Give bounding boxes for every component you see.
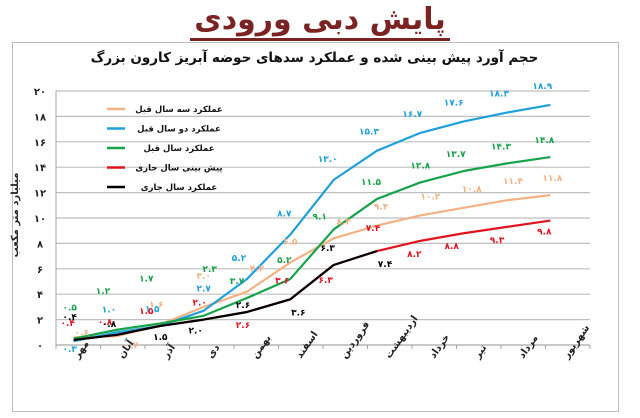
data-label: ۵.۲ (232, 254, 247, 264)
y-tick-label: ۱۲ (34, 189, 46, 200)
data-label: ۷.۴ (366, 224, 381, 234)
data-label: ۲.۰ (192, 299, 206, 309)
x-tick-label: بهمن (250, 333, 274, 361)
data-label: ۱۱.۸ (542, 174, 562, 184)
data-label: ۹.۳ (490, 236, 505, 246)
x-tick-label: آذر (158, 341, 178, 361)
data-label: ۱.۲ (96, 287, 111, 297)
data-label: ۰.۸ (98, 318, 113, 328)
data-label: ۰.۷ (124, 341, 139, 351)
legend-label: عملکرد سال قبل (143, 144, 214, 154)
data-label: ۰.۵ (62, 304, 77, 314)
legend-label: عملکرد سه سال قبل (135, 105, 223, 115)
data-label: ۰.۴ (60, 319, 75, 329)
x-tick-label: خرداد (428, 332, 453, 361)
data-label: ۸.۴ (336, 217, 351, 227)
data-label: ۱۷.۶ (444, 98, 464, 108)
y-tick-label: ۸ (37, 239, 43, 250)
y-axis-title: میلیارد متر مکعب (10, 173, 21, 258)
x-tick-label: اردیبهشت (383, 314, 420, 361)
data-label: ۱۳.۰ (318, 155, 338, 165)
data-label: ۳.۰ (196, 272, 210, 282)
chart-frame (12, 42, 619, 412)
data-label: ۵.۲ (277, 256, 292, 266)
data-label: ۱۱.۵ (361, 178, 381, 188)
page-title-text: پایش دبی ورودی (190, 3, 450, 41)
y-tick-label: ۲۰ (34, 87, 46, 98)
data-label: ۱۴.۳ (491, 142, 511, 152)
data-label: ۱.۵ (153, 333, 168, 343)
data-label: ۸.۷ (277, 210, 292, 220)
data-label: ۳.۶ (275, 276, 289, 286)
y-tick-label: ۴ (37, 290, 43, 301)
series-line (73, 249, 378, 342)
data-label: ۲.۶ (236, 301, 250, 311)
y-tick-label: ۱۶ (34, 138, 46, 149)
data-label: ۳.۷ (230, 277, 245, 287)
data-label: ۱.۶ (149, 301, 163, 311)
y-tick-label: ۰ (37, 341, 43, 352)
data-label: ۹.۱ (312, 212, 326, 222)
legend-label: پیش بینی سال جاری (135, 164, 222, 174)
data-label: ۱۵.۳ (359, 128, 379, 138)
data-label: ۴.۲ (250, 265, 265, 275)
data-label: ۲.۰ (188, 327, 202, 337)
data-label: ۱.۵ (145, 305, 160, 315)
data-label: ۲.۶ (236, 321, 250, 331)
legend-label: عملکرد سال جاری (141, 183, 217, 193)
data-label: ۱۲.۸ (410, 161, 430, 171)
data-label: ۱۳.۷ (446, 150, 466, 160)
data-label: ۲.۷ (196, 285, 211, 295)
data-label: ۰.۴ (62, 313, 77, 323)
series-line (73, 155, 551, 340)
data-label: ۱۰.۸ (462, 185, 482, 195)
y-tick-label: ۲ (37, 316, 43, 327)
data-label: ۶.۳ (318, 276, 333, 286)
x-tick-label: فروردین (339, 319, 372, 360)
data-label: ۰.۳ (62, 345, 77, 355)
x-tick-label: مرداد (517, 333, 541, 361)
data-label: ۸.۲ (407, 250, 422, 260)
data-label: ۶.۵ (283, 237, 298, 247)
data-label: ۱۸.۹ (532, 82, 552, 92)
page-title: پایش دبی ورودی (0, 2, 640, 41)
data-label: ۸.۸ (444, 242, 459, 252)
data-label: ۱.۵ (139, 307, 154, 317)
data-label: ۱.۷ (139, 274, 154, 284)
y-tick-label: ۱۴ (34, 163, 46, 174)
data-label: ۱۶.۷ (402, 110, 422, 120)
data-label: ۶.۳ (320, 244, 335, 254)
x-tick-label: شهریور (561, 323, 593, 362)
data-label: ۱۸.۳ (489, 90, 509, 100)
data-label: ۱.۰ (102, 305, 116, 315)
y-tick-label: ۱۰ (34, 214, 46, 225)
y-tick-label: ۶ (37, 265, 43, 276)
data-label: ۳.۶ (291, 308, 305, 318)
data-label: ۹.۸ (537, 228, 552, 238)
data-label: ۷.۴ (378, 260, 393, 270)
data-label: ۹.۴ (374, 203, 389, 213)
data-label: ۱۰.۲ (420, 192, 440, 202)
data-label: ۱۱.۴ (503, 177, 523, 187)
data-label: ۲.۳ (202, 265, 217, 275)
data-label: ۰.۸ (102, 320, 117, 330)
legend-label: عملکرد دو سال قبل (137, 125, 221, 135)
data-label: ۰.۶ (74, 328, 88, 338)
chart-title: حجم آورد پیش بینی شده و عملکرد سدهای حوض… (90, 50, 539, 66)
y-tick-label: ۱۸ (34, 112, 46, 123)
data-label: ۱۴.۸ (534, 136, 554, 146)
